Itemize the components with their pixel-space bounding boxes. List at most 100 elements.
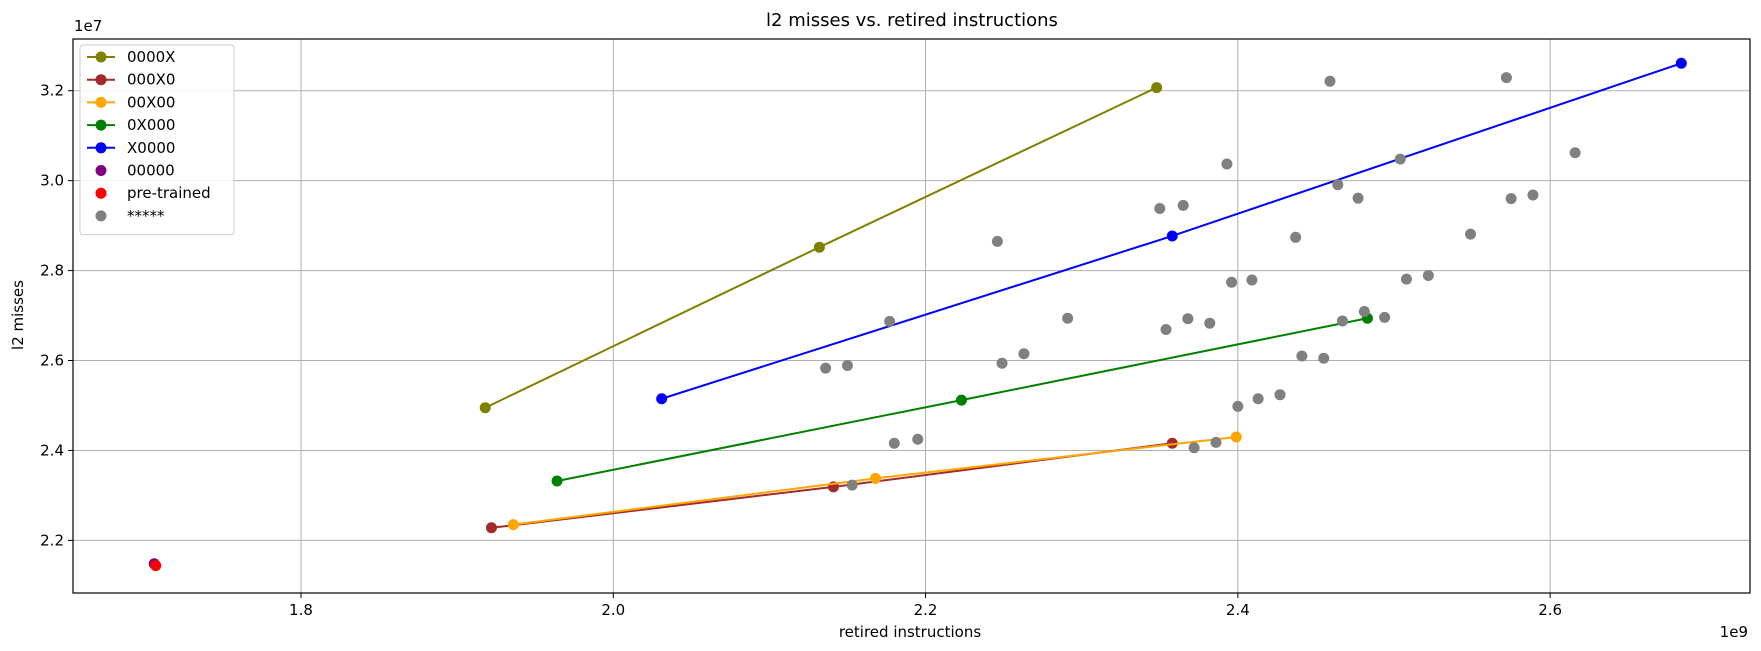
legend-label: 0X000 (127, 116, 175, 134)
data-point (1505, 193, 1517, 205)
data-point (1352, 192, 1364, 204)
legend-box (79, 44, 235, 236)
data-point (1465, 228, 1476, 240)
data-point (996, 357, 1008, 369)
series-X0000 (656, 57, 1687, 405)
data-point (1332, 179, 1344, 191)
x-axis-offset-label: 1e9 (1720, 623, 1748, 641)
data-point (1336, 315, 1348, 327)
data-point (841, 359, 853, 371)
legend-item: 00000 (95, 162, 175, 180)
legend-label: X0000 (127, 139, 175, 157)
data-point (1204, 317, 1216, 329)
data-point (888, 437, 900, 449)
data-point (1062, 312, 1074, 324)
data-point (1230, 431, 1242, 443)
legend: 0000X 000X0 00X00 0X000 X0000 00000 pre-traine… (79, 44, 235, 236)
data-point (1400, 273, 1412, 285)
data-point (479, 402, 491, 414)
data-point (1394, 153, 1406, 165)
data-point (991, 235, 1003, 247)
data-point (1188, 442, 1200, 454)
legend-marker (95, 51, 107, 63)
legend-marker (95, 119, 107, 131)
tick-layer: 1.8 2.0 2.2 2.4 2.6 2.2 2.4 2.6 2.8 3.0 3.2 (40, 82, 1562, 619)
plot-frame (72, 38, 1751, 594)
x-axis-label: retired instructions (839, 623, 981, 641)
data-point (1160, 323, 1172, 335)
grid-layer (73, 39, 1750, 593)
y-axis-offset-label: 1e7 (74, 17, 102, 35)
data-point (1177, 199, 1189, 211)
data-point (1318, 352, 1330, 364)
data-point (1182, 313, 1194, 325)
legend-label: ***** (127, 207, 165, 225)
legend-marker (95, 210, 107, 222)
y-tick-label: 3.0 (40, 172, 64, 190)
data-point (870, 472, 882, 484)
data-point (1154, 203, 1166, 215)
series-pre-trained (150, 560, 162, 572)
data-point (485, 522, 497, 534)
legend-marker (95, 165, 107, 176)
data-point (1252, 393, 1264, 405)
legend-label: 00000 (127, 162, 175, 180)
legend-label: pre-trained (127, 184, 211, 202)
data-point (1296, 350, 1308, 362)
series-layer (148, 57, 1687, 572)
data-point (1246, 274, 1258, 286)
data-point (1210, 436, 1222, 448)
data-point (1675, 57, 1687, 69)
legend-marker (95, 142, 107, 154)
y-tick-label: 2.8 (40, 262, 64, 280)
data-point (1500, 72, 1512, 84)
x-tick-label: 2.2 (914, 601, 938, 619)
data-point (846, 479, 858, 491)
series-other (820, 72, 1581, 491)
data-point (912, 433, 924, 445)
data-point (150, 560, 162, 572)
legend-marker (95, 187, 107, 199)
data-point (813, 241, 825, 253)
data-point (1569, 147, 1581, 159)
y-tick-label: 2.4 (40, 441, 64, 459)
y-tick-label: 3.2 (40, 82, 64, 100)
legend-label: 0000X (127, 48, 175, 66)
data-point (1527, 189, 1539, 201)
legend-item: 0000X (87, 48, 175, 66)
data-point (1358, 306, 1370, 318)
series-0000X (479, 82, 1163, 414)
data-point (507, 519, 519, 531)
chart-title: l2 misses vs. retired instructions (766, 10, 1058, 31)
legend-item: X0000 (87, 139, 175, 157)
data-point (1166, 230, 1178, 242)
legend-item: 000X0 (87, 71, 175, 89)
data-point (1324, 75, 1336, 87)
data-point (656, 393, 668, 405)
legend-label: 000X0 (127, 71, 175, 89)
data-point (1221, 158, 1233, 170)
y-tick-label: 2.6 (40, 352, 64, 370)
legend-item: ***** (95, 207, 165, 225)
legend-marker (95, 96, 107, 108)
data-point (955, 394, 967, 406)
data-point (820, 362, 832, 374)
x-tick-label: 2.6 (1538, 601, 1562, 619)
data-point (1422, 270, 1434, 282)
series-00X00 (507, 431, 1242, 531)
data-point (1290, 231, 1302, 243)
data-point (1018, 348, 1030, 360)
data-point (884, 315, 896, 327)
y-axis-label: l2 misses (9, 280, 27, 350)
data-point (1274, 389, 1286, 401)
data-point (1232, 400, 1244, 412)
x-tick-label: 1.8 (289, 601, 313, 619)
legend-item: pre-trained (95, 184, 211, 202)
legend-label: 00X00 (127, 93, 175, 111)
x-tick-label: 2.4 (1226, 601, 1250, 619)
series-0X000 (551, 312, 1373, 487)
legend-item: 00X00 (87, 93, 175, 111)
data-point (1226, 276, 1238, 288)
